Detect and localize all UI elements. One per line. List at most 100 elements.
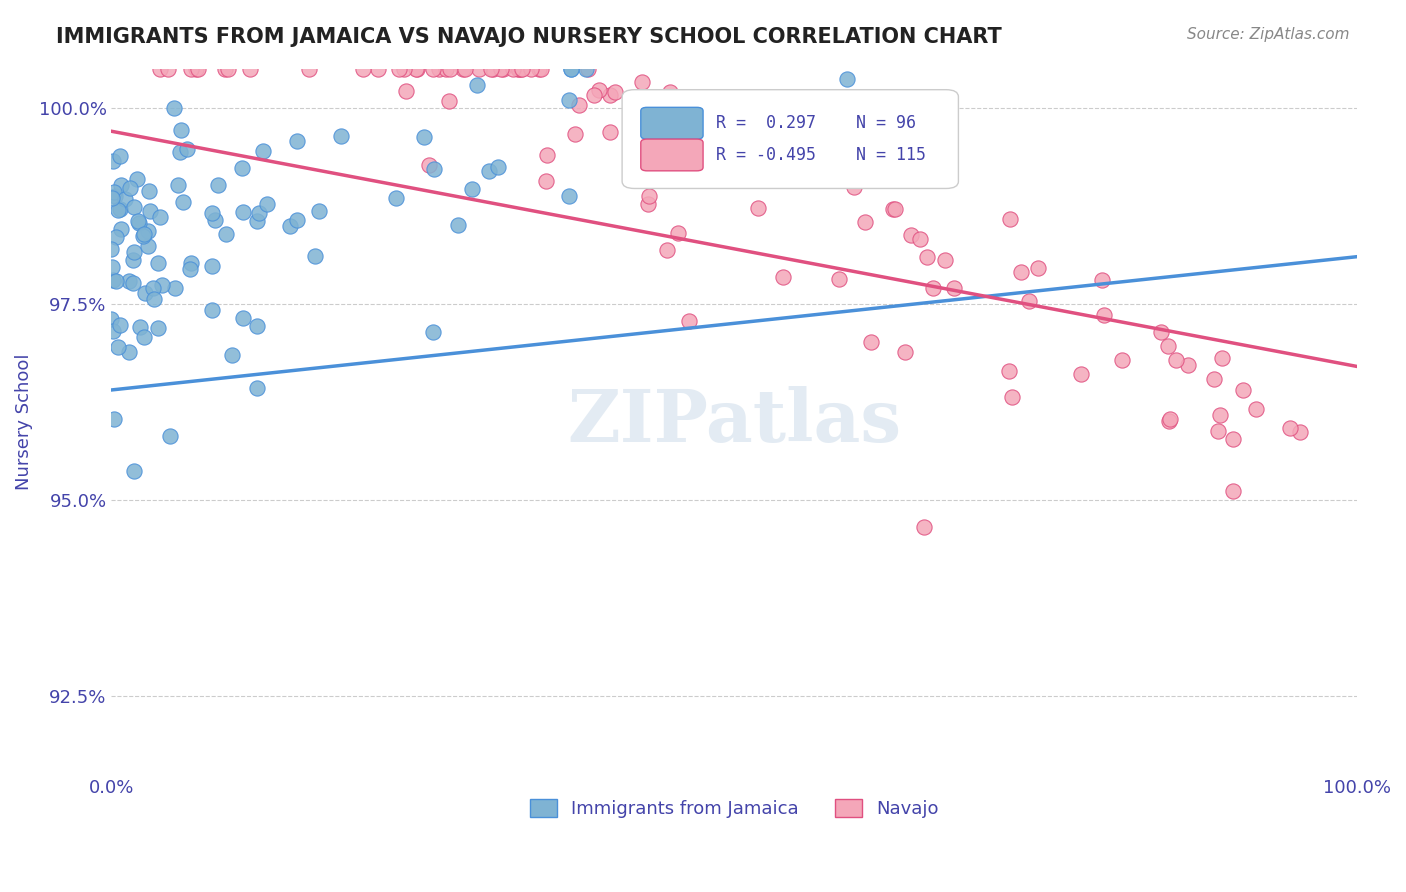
Point: [169, 145, 191, 160]
Point: [118, 274, 141, 288]
Point: [1211, 351, 1233, 365]
Point: [215, 227, 238, 242]
Point: [184, 62, 207, 76]
Point: [136, 224, 159, 238]
Point: [129, 320, 152, 334]
Point: [560, 62, 582, 76]
Point: [1164, 352, 1187, 367]
Point: [204, 213, 226, 227]
Point: [882, 202, 904, 216]
Text: Source: ZipAtlas.com: Source: ZipAtlas.com: [1187, 27, 1350, 42]
FancyBboxPatch shape: [641, 107, 703, 139]
Point: [588, 83, 610, 97]
Point: [558, 189, 581, 203]
Point: [509, 62, 531, 76]
Point: [502, 62, 524, 76]
Point: [568, 98, 591, 112]
Point: [439, 94, 461, 108]
Point: [134, 285, 156, 300]
Point: [298, 62, 321, 76]
Point: [104, 189, 127, 203]
Point: [127, 172, 149, 186]
Point: [758, 127, 780, 141]
Point: [157, 62, 180, 76]
Point: [132, 227, 155, 242]
Point: [100, 243, 122, 257]
Point: [721, 103, 744, 118]
Point: [772, 269, 794, 284]
Point: [506, 62, 529, 76]
Point: [412, 130, 434, 145]
Point: [108, 148, 131, 162]
Point: [100, 260, 122, 274]
Point: [638, 189, 661, 203]
Text: ZIPatlas: ZIPatlas: [567, 386, 901, 457]
Point: [180, 255, 202, 269]
Point: [794, 172, 817, 186]
Point: [1150, 326, 1173, 340]
Point: [725, 171, 748, 186]
FancyBboxPatch shape: [641, 139, 703, 171]
Point: [217, 62, 239, 76]
Point: [998, 364, 1021, 378]
FancyBboxPatch shape: [621, 90, 959, 188]
Point: [492, 62, 515, 76]
Point: [108, 202, 131, 216]
Point: [176, 142, 198, 156]
Point: [745, 117, 768, 131]
Point: [200, 206, 222, 220]
Point: [278, 219, 301, 234]
Point: [529, 62, 551, 76]
Point: [828, 272, 851, 286]
Point: [740, 148, 762, 162]
Point: [127, 214, 149, 228]
Point: [434, 62, 457, 76]
Point: [103, 411, 125, 425]
Point: [678, 314, 700, 328]
Point: [329, 128, 352, 143]
Point: [488, 160, 510, 174]
Point: [239, 62, 262, 76]
Point: [673, 152, 696, 166]
Point: [285, 134, 308, 148]
Point: [232, 310, 254, 325]
Point: [201, 303, 224, 318]
Text: IMMIGRANTS FROM JAMAICA VS NAVAJO NURSERY SCHOOL CORRELATION CHART: IMMIGRANTS FROM JAMAICA VS NAVAJO NURSER…: [56, 27, 1002, 46]
Point: [101, 324, 124, 338]
Point: [692, 133, 714, 147]
Point: [166, 178, 188, 192]
Point: [666, 227, 689, 241]
Point: [599, 87, 621, 102]
Point: [800, 96, 823, 111]
Point: [564, 128, 586, 142]
Point: [114, 192, 136, 206]
Point: [105, 229, 128, 244]
Point: [1070, 367, 1092, 381]
Point: [508, 62, 530, 76]
Point: [637, 96, 659, 111]
Point: [478, 164, 501, 178]
Point: [446, 218, 468, 232]
Point: [1232, 384, 1254, 398]
Point: [107, 202, 129, 217]
Point: [132, 228, 155, 243]
Point: [148, 255, 170, 269]
Point: [122, 276, 145, 290]
Point: [384, 190, 406, 204]
Point: [454, 62, 477, 76]
Point: [461, 181, 484, 195]
Point: [143, 292, 166, 306]
Point: [894, 345, 917, 359]
Point: [427, 62, 450, 76]
Point: [122, 200, 145, 214]
Point: [1091, 273, 1114, 287]
Point: [180, 62, 202, 76]
Point: [605, 85, 627, 99]
Point: [406, 62, 429, 76]
Point: [122, 253, 145, 268]
Point: [105, 274, 128, 288]
Point: [734, 125, 756, 139]
Point: [122, 245, 145, 260]
Point: [1010, 265, 1032, 279]
Point: [110, 318, 132, 333]
